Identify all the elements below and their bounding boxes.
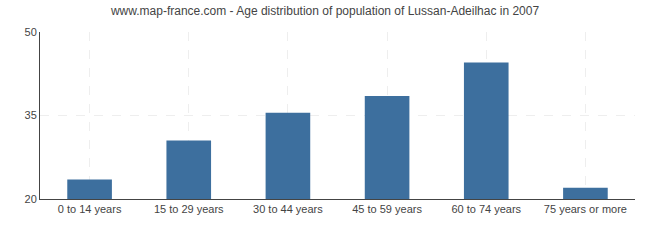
svg-text:35: 35 — [25, 109, 37, 121]
svg-text:0 to 14 years: 0 to 14 years — [58, 203, 122, 215]
svg-text:20: 20 — [25, 193, 37, 205]
svg-text:60 to 74 years: 60 to 74 years — [451, 203, 521, 215]
svg-text:15 to 29 years: 15 to 29 years — [154, 203, 224, 215]
svg-text:45 to 59 years: 45 to 59 years — [352, 203, 422, 215]
svg-text:www.map-france.com - Age distr: www.map-france.com - Age distribution of… — [110, 4, 540, 18]
svg-text:30 to 44 years: 30 to 44 years — [253, 203, 323, 215]
svg-text:75 years or more: 75 years or more — [544, 203, 627, 215]
svg-text:50: 50 — [25, 26, 37, 38]
